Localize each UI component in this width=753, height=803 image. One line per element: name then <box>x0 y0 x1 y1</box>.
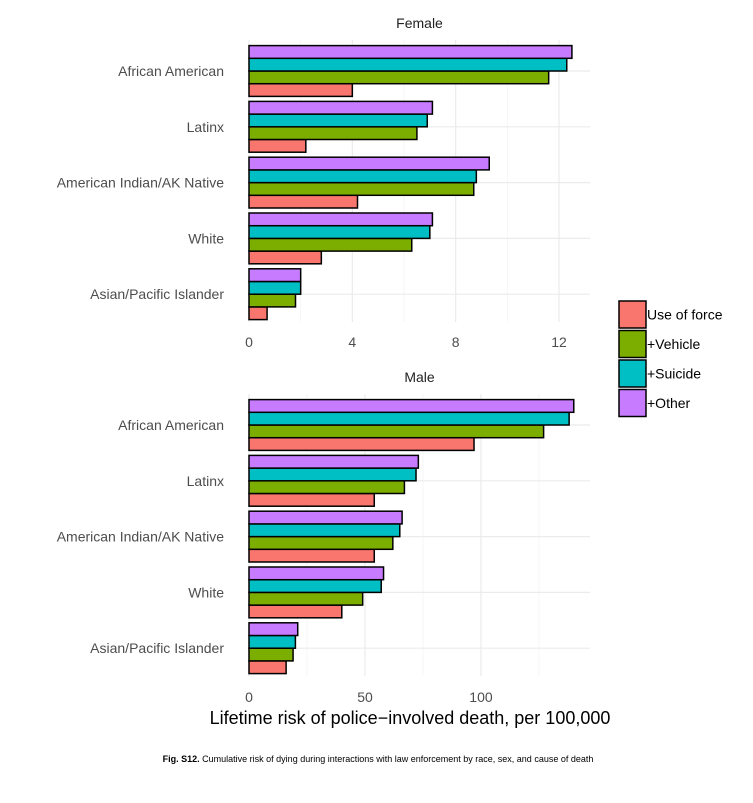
bar-female-asian-pacific-islander-suicide <box>248 280 302 295</box>
bar-female-african-american-vehicle <box>248 70 550 85</box>
tick-label-4: 4 <box>348 334 356 350</box>
bar-female-latinx-other <box>248 100 434 115</box>
tick-label-0: 0 <box>245 689 253 705</box>
tick-label-8: 8 <box>452 334 460 350</box>
bar-male-white-other <box>248 566 385 581</box>
category-label-asian-pacific-islander: Asian/Pacific Islander <box>90 640 224 656</box>
legend-key-use-of-force <box>618 300 647 329</box>
bar-male-african-american-use-of-force <box>248 436 475 452</box>
bar-male-american-indian-ak-native-suicide <box>248 523 401 538</box>
bar-male-african-american-other <box>248 398 575 414</box>
legend: Use of force +Vehicle +Suicide +Other <box>618 300 723 418</box>
bar-female-latinx-suicide <box>248 113 428 128</box>
bar-female-american-indian-ak-native-suicide <box>248 169 478 184</box>
figure-caption: Fig. S12. Cumulative risk of dying durin… <box>163 754 594 764</box>
panel-title-male: Male <box>404 369 435 385</box>
bar-female-asian-pacific-islander-other <box>248 268 302 283</box>
category-label-american-indian-ak-native: American Indian/AK Native <box>57 529 225 545</box>
legend-key-other <box>618 388 647 418</box>
bar-male-asian-pacific-islander-suicide <box>248 634 297 649</box>
bar-male-white-vehicle <box>248 591 364 606</box>
bar-male-latinx-use-of-force <box>248 492 376 507</box>
category-label-latinx: Latinx <box>187 473 224 489</box>
bar-male-white-use-of-force <box>248 604 343 619</box>
bar-male-latinx-other <box>248 454 420 469</box>
bar-female-asian-pacific-islander-vehicle <box>248 293 297 308</box>
category-label-white: White <box>188 230 224 246</box>
bar-female-white-use-of-force <box>248 250 323 265</box>
legend-label-other: +Other <box>647 395 691 411</box>
bar-male-latinx-suicide <box>248 467 417 482</box>
bar-female-american-indian-ak-native-other <box>248 156 490 171</box>
bar-male-american-indian-ak-native-vehicle <box>248 535 394 551</box>
bar-female-african-american-use-of-force <box>248 82 354 98</box>
bar-male-asian-pacific-islander-use-of-force <box>248 660 287 675</box>
legend-label-use-of-force: Use of force <box>647 307 723 323</box>
bar-female-latinx-vehicle <box>248 126 418 141</box>
tick-label-100: 100 <box>469 689 493 705</box>
bar-male-american-indian-ak-native-other <box>248 510 403 525</box>
panel-title-female: Female <box>396 15 443 31</box>
category-label-white: White <box>188 584 224 600</box>
panels: 0 4 8 12 Female African American Latinx America… <box>57 15 590 705</box>
bar-female-asian-pacific-islander-use-of-force <box>248 306 268 321</box>
legend-label-suicide: +Suicide <box>647 366 701 382</box>
bar-male-american-indian-ak-native-use-of-force <box>248 548 376 563</box>
category-label-american-indian-ak-native: American Indian/AK Native <box>57 175 225 191</box>
panel-female: 0 4 8 12 Female African American Latinx America… <box>57 15 590 350</box>
bar-male-african-american-vehicle <box>248 424 545 439</box>
bar-female-african-american-suicide <box>248 57 568 72</box>
category-label-african-american: African American <box>118 417 224 433</box>
bar-male-latinx-vehicle <box>248 480 406 495</box>
legend-key-vehicle <box>618 329 647 359</box>
category-label-asian-pacific-islander: Asian/Pacific Islander <box>90 286 224 302</box>
bar-male-white-suicide <box>248 578 382 594</box>
panel-male: 0 50 100 Male African American Latinx American… <box>57 369 590 705</box>
bar-female-latinx-use-of-force <box>248 138 307 153</box>
tick-label-0: 0 <box>245 334 253 350</box>
bar-female-african-american-other <box>248 44 573 60</box>
bar-male-asian-pacific-islander-vehicle <box>248 647 294 662</box>
legend-key-suicide <box>618 359 647 388</box>
x-axis-label: Lifetime risk of police−involved death, … <box>210 708 611 728</box>
bar-female-white-suicide <box>248 224 431 240</box>
tick-label-50: 50 <box>357 689 373 705</box>
bar-female-american-indian-ak-native-use-of-force <box>248 194 359 209</box>
caption-bold: Fig. S12. <box>163 754 200 764</box>
category-label-latinx: Latinx <box>187 119 224 135</box>
bar-female-american-indian-ak-native-vehicle <box>248 181 475 197</box>
bar-female-white-other <box>248 212 434 227</box>
category-label-african-american: African American <box>118 63 224 79</box>
tick-label-12: 12 <box>551 334 567 350</box>
caption-text: Cumulative risk of dying during interact… <box>200 754 594 764</box>
bar-male-asian-pacific-islander-other <box>248 622 299 637</box>
bar-male-african-american-suicide <box>248 411 570 426</box>
bar-female-white-vehicle <box>248 237 413 252</box>
legend-label-vehicle: +Vehicle <box>647 336 701 352</box>
